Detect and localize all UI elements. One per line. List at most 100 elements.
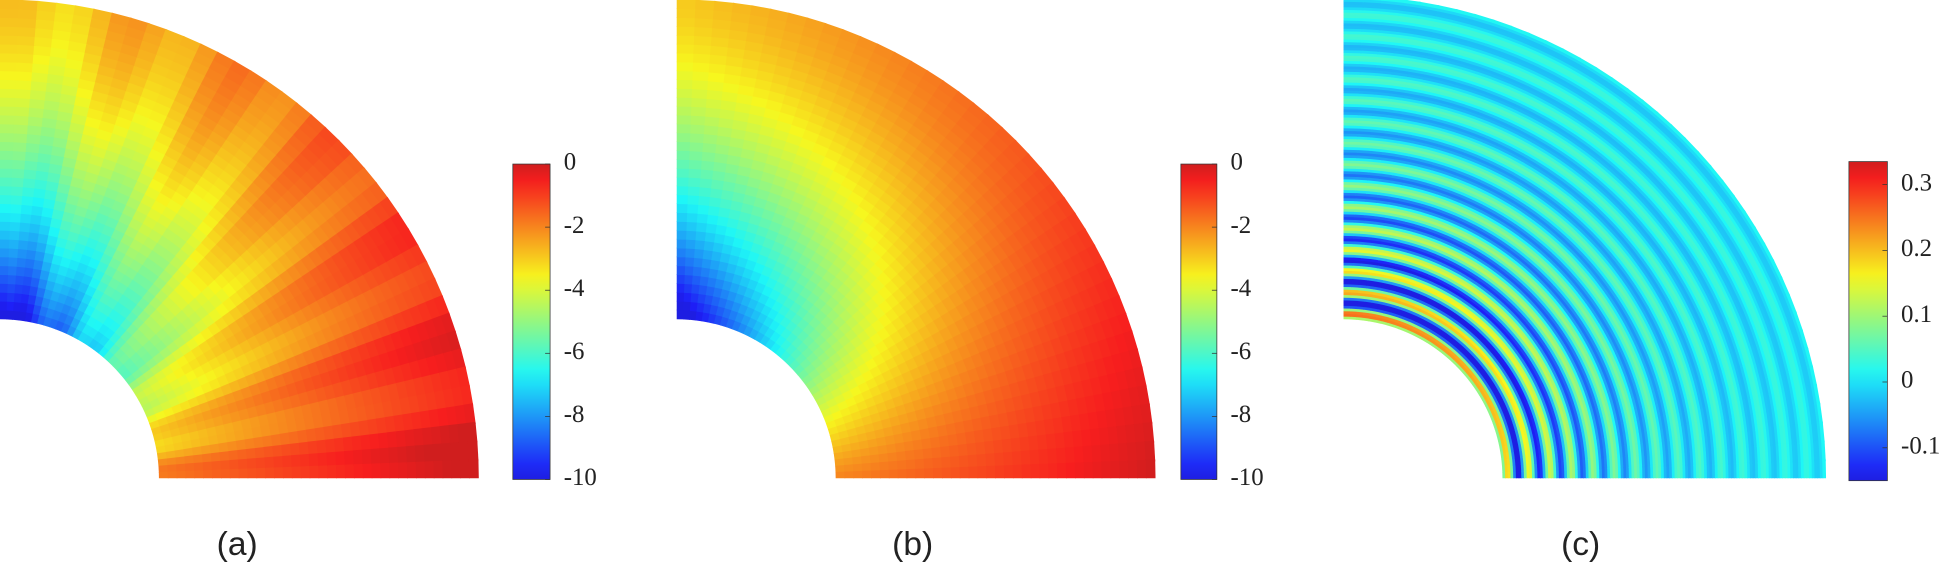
contour-cell (959, 165, 979, 186)
contour-cell (1478, 273, 1489, 283)
contour-cell (1047, 448, 1058, 466)
contour-cell (1445, 228, 1458, 237)
contour-cell (1559, 276, 1571, 289)
contour-cell (989, 225, 1008, 246)
contour-cell (1543, 412, 1550, 422)
contour-cell (1551, 283, 1562, 296)
contour-cell (18, 310, 28, 322)
contour-cell (1435, 325, 1444, 334)
contour-cell (1432, 330, 1441, 338)
contour-cell (1454, 277, 1465, 286)
contour-cell (392, 311, 409, 333)
contour-cell (1610, 413, 1617, 426)
contour-cell (192, 91, 214, 109)
contour-cell (1118, 460, 1129, 479)
contour-cell (1587, 408, 1594, 421)
contour-cell (835, 471, 846, 479)
contour-cell (1493, 392, 1501, 401)
contour-cell (1091, 444, 1103, 464)
contour-cell (1515, 316, 1525, 327)
contour-cell (308, 453, 320, 468)
contour-cell (1008, 424, 1021, 441)
contour-cell (1089, 341, 1104, 363)
contour-cell (1557, 307, 1567, 320)
contour-cell (1394, 218, 1407, 225)
contour-cell (1425, 275, 1436, 283)
contour-cell (174, 91, 195, 109)
contour-cell (901, 68, 924, 87)
contour-cell (979, 213, 999, 233)
contour-cell (719, 108, 737, 121)
contour-cell (1527, 425, 1533, 435)
contour-cell (336, 228, 355, 249)
contour-cell (1491, 287, 1503, 297)
contour-cell (685, 238, 697, 250)
contour-cell (44, 189, 59, 201)
contour-cell (1424, 255, 1436, 263)
contour-cell (1597, 405, 1604, 418)
contour-cell (1464, 345, 1473, 354)
contour-cell (1552, 359, 1561, 371)
contour-cell (262, 208, 282, 227)
contour-cell (118, 183, 135, 198)
contour-cell (1484, 397, 1491, 406)
contour-cell (952, 196, 971, 216)
contour-cell (821, 185, 839, 201)
contour-cell (1429, 242, 1441, 250)
contour-cell (1094, 281, 1112, 304)
contour-cell (1478, 317, 1488, 327)
contour-cell (1343, 272, 1353, 277)
contour-cell (1461, 218, 1475, 227)
contour-cell (1526, 470, 1531, 479)
contour-cell (1468, 252, 1480, 261)
contour-cell (263, 445, 275, 459)
contour-cell (1110, 294, 1127, 318)
contour-cell (1457, 289, 1468, 298)
contour-cell (1570, 311, 1580, 324)
contour-cell (160, 154, 179, 171)
contour-cell (117, 51, 139, 67)
contour-cell (1054, 300, 1071, 321)
contour-cell (1423, 257, 1435, 265)
contour-cell (1531, 470, 1536, 479)
contour-cell (1429, 307, 1438, 315)
contour-cell (1487, 342, 1497, 352)
contour-cell (1520, 368, 1528, 378)
contour-cell (884, 130, 905, 148)
contour-cell (895, 169, 914, 188)
contour-cell (1522, 402, 1529, 412)
contour-cell (1521, 323, 1531, 334)
contour-cell (1452, 237, 1465, 246)
contour-cell (839, 76, 861, 94)
contour-cell (969, 127, 992, 148)
contour-cell (782, 29, 804, 45)
contour-cell (420, 338, 436, 360)
contour-cell (1590, 362, 1599, 376)
contour-cell (1456, 291, 1466, 300)
contour-cell (122, 137, 141, 152)
contour-cell (1613, 412, 1620, 426)
contour-cell (1421, 197, 1435, 205)
contour-cell (893, 146, 913, 165)
contour-cell (1582, 330, 1592, 343)
contour-cell (676, 256, 687, 267)
contour-cell (221, 413, 234, 426)
contour-cell (1516, 388, 1524, 398)
contour-cell (865, 59, 888, 77)
contour-cell (181, 75, 203, 93)
contour-cell (1377, 191, 1390, 197)
contour-cell (823, 391, 836, 403)
contour-cell (1497, 420, 1504, 429)
contour-cell (786, 12, 809, 28)
contour-cell (1438, 246, 1450, 254)
contour-cell (1502, 410, 1509, 420)
contour-cell (881, 67, 904, 86)
contour-cell (1545, 352, 1554, 364)
contour-cell (1010, 209, 1030, 230)
contour-cell (1524, 393, 1532, 403)
contour-cell (915, 408, 928, 422)
contour-cell (9, 221, 22, 232)
colorbar-tick-label: -4 (1231, 275, 1252, 302)
contour-cell (267, 337, 283, 354)
contour-cell (1553, 469, 1558, 479)
